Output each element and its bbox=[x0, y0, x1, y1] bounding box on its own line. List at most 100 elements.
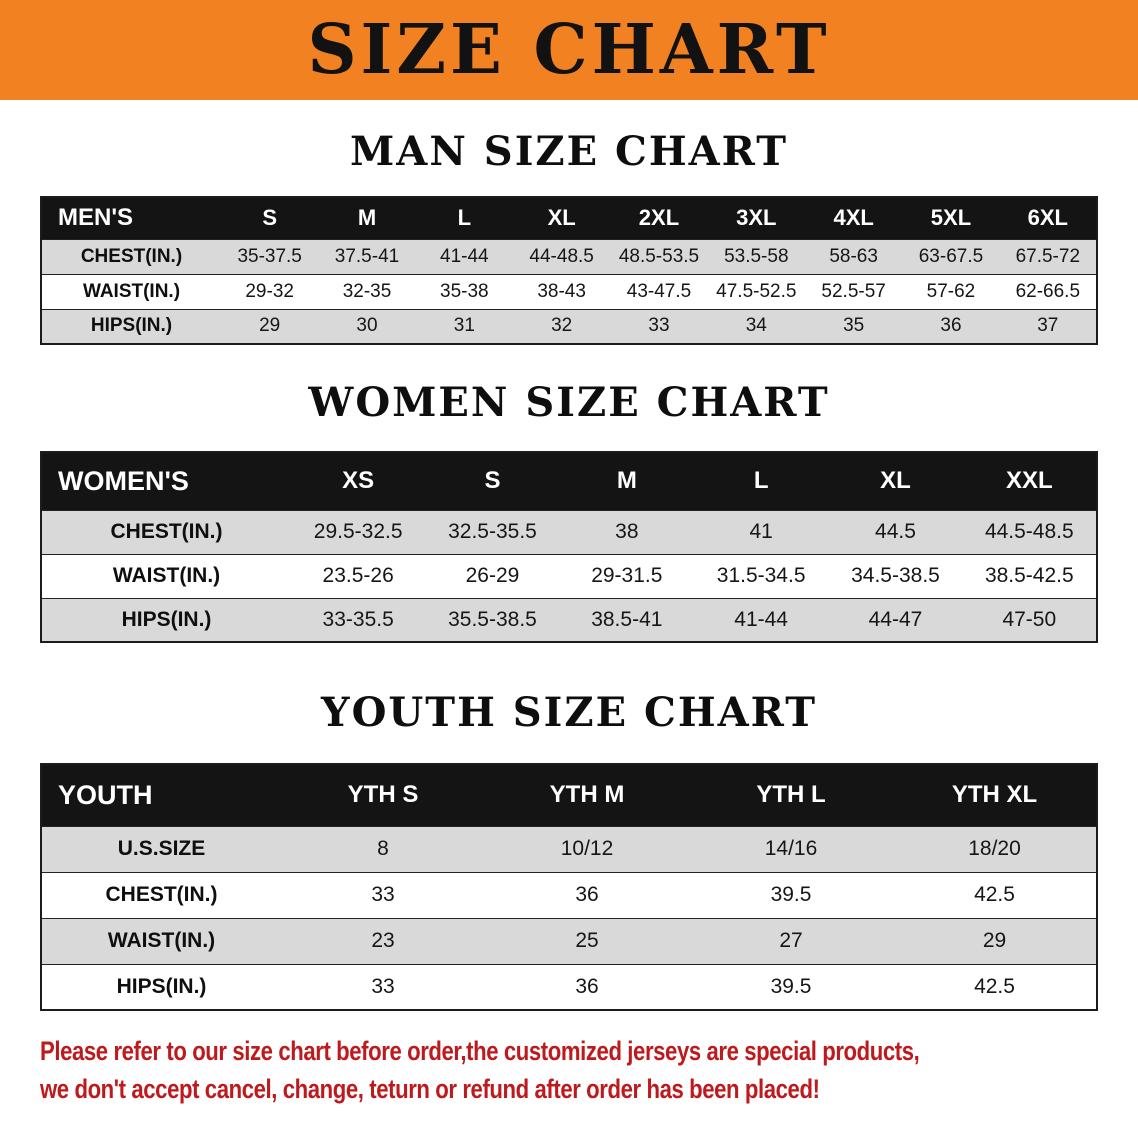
size-value: 35-37.5 bbox=[237, 245, 302, 267]
size-value: 29 bbox=[259, 315, 281, 337]
row-label: U.S.SIZE bbox=[117, 837, 206, 860]
table-row: CHEST(IN.) 33 36 39.5 42.5 bbox=[41, 872, 1097, 918]
men-size-chart-section: MAN SIZE CHART MEN'S S M L XL 2XL 3XL 4XL 5XL 6XL… bbox=[0, 128, 1138, 345]
size-value: 44.5 bbox=[875, 520, 916, 543]
column-header: S bbox=[221, 197, 319, 239]
size-value: 67.5-72 bbox=[1015, 245, 1081, 267]
table-row: WAIST(IN.) 23 25 27 29 bbox=[41, 918, 1097, 964]
size-value: 41-44 bbox=[440, 245, 489, 267]
size-table: YOUTH YTH S YTH M YTH L YTH XL U.S.SIZE 8 10/12… bbox=[40, 763, 1098, 1011]
size-value: 36 bbox=[575, 883, 599, 906]
size-value: 29-31.5 bbox=[591, 564, 663, 587]
size-value: 63-67.5 bbox=[918, 245, 984, 267]
size-value: 38-43 bbox=[537, 280, 586, 302]
column-header: XL bbox=[828, 452, 963, 510]
size-value: 38 bbox=[615, 520, 639, 543]
column-header: 4XL bbox=[804, 197, 903, 239]
size-value: 27 bbox=[779, 929, 803, 952]
size-value: 57-62 bbox=[926, 280, 976, 302]
table-row: U.S.SIZE 8 10/12 14/16 18/20 bbox=[41, 826, 1097, 872]
column-header: XS bbox=[291, 452, 426, 510]
size-value: 32-35 bbox=[342, 280, 392, 302]
size-value: 8 bbox=[377, 837, 389, 860]
column-header: XXL bbox=[962, 452, 1097, 510]
size-value: 18/20 bbox=[968, 837, 1021, 860]
row-label: HIPS(IN.) bbox=[116, 974, 207, 998]
page-title: SIZE CHART bbox=[307, 10, 831, 90]
size-value: 29-32 bbox=[245, 280, 294, 302]
size-value: 39.5 bbox=[770, 974, 812, 998]
size-value: 32.5-35.5 bbox=[448, 520, 537, 543]
table-row: CHEST(IN.) 29.5-32.5 32.5-35.5 38 41 44.5 44.5… bbox=[41, 510, 1097, 554]
men-size-table: MEN'S S M L XL 2XL 3XL 4XL 5XL 6XL CHEST(IN.) 35-37… bbox=[40, 196, 1098, 345]
row-label: CHEST(IN.) bbox=[105, 883, 218, 906]
size-value: 38.5-42.5 bbox=[984, 564, 1074, 587]
column-header: 3XL bbox=[707, 197, 805, 239]
size-value: 41 bbox=[749, 520, 773, 543]
table-row: HIPS(IN.) 33-35.5 35.5-38.5 38.5-41 41-44 44-… bbox=[41, 598, 1097, 642]
size-table: MEN'S S M L XL 2XL 3XL 4XL 5XL 6XL CHEST(IN.) 35-37… bbox=[40, 196, 1098, 345]
size-value: 39.5 bbox=[770, 883, 812, 906]
size-value: 29.5-32.5 bbox=[313, 520, 403, 543]
youth-size-chart-section: YOUTH SIZE CHART YOUTH YTH S YTH M YTH L YTH… bbox=[0, 689, 1138, 1011]
table-row: HIPS(IN.) 29 30 31 32 33 34 35 36 37 bbox=[41, 309, 1097, 344]
table-row: WAIST(IN.) 23.5-26 26-29 29-31.5 31.5-34.5 34… bbox=[41, 554, 1097, 598]
column-header: M bbox=[318, 197, 416, 239]
size-value: 53.5-58 bbox=[724, 245, 789, 267]
size-value: 23.5-26 bbox=[322, 564, 394, 587]
column-header: YTH S bbox=[281, 764, 485, 826]
row-label: HIPS(IN.) bbox=[90, 315, 173, 337]
size-value: 29 bbox=[982, 929, 1007, 952]
row-label: HIPS(IN.) bbox=[121, 607, 212, 631]
size-value: 35.5-38.5 bbox=[448, 607, 537, 631]
size-value: 43-47.5 bbox=[626, 280, 692, 302]
column-header: YTH L bbox=[689, 764, 893, 826]
table-row: CHEST(IN.) 35-37.5 37.5-41 41-44 44-48.5 48.5… bbox=[41, 239, 1097, 274]
size-value: 34 bbox=[745, 315, 767, 337]
size-value: 36 bbox=[940, 315, 962, 337]
women-size-chart-section: WOMEN SIZE CHART WOMEN'S XS S M L XL XXL CHEST(… bbox=[0, 379, 1138, 643]
size-value: 47.5-52.5 bbox=[716, 280, 797, 302]
youth-section-heading: YOUTH SIZE CHART bbox=[321, 689, 817, 736]
size-value: 35 bbox=[843, 315, 865, 337]
size-value: 23 bbox=[371, 929, 395, 952]
disclaimer-line-2: we don't accept cancel, change, teturn o… bbox=[40, 1073, 820, 1104]
table-corner-label: WOMEN'S bbox=[41, 452, 291, 510]
size-value: 33 bbox=[648, 315, 670, 337]
size-value: 42.5 bbox=[974, 883, 1015, 906]
size-value: 36 bbox=[575, 974, 599, 998]
size-value: 52.5-57 bbox=[821, 280, 886, 302]
column-header: 2XL bbox=[610, 197, 708, 239]
table-row: WAIST(IN.) 29-32 32-35 35-38 38-43 43-47.5 47.… bbox=[41, 274, 1097, 309]
size-table: WOMEN'S XS S M L XL XXL CHEST(IN.) 29.5-32.5 32.5… bbox=[40, 451, 1098, 643]
row-label: CHEST(IN.) bbox=[80, 245, 183, 267]
header-row: WOMEN'S XS S M L XL XXL bbox=[41, 452, 1097, 510]
disclaimer-line-1: Please refer to our size chart before or… bbox=[40, 1036, 920, 1066]
youth-size-table: YOUTH YTH S YTH M YTH L YTH XL U.S.SIZE 8 10/12… bbox=[40, 763, 1098, 1011]
size-value: 32 bbox=[551, 315, 573, 337]
size-value: 44-48.5 bbox=[529, 245, 594, 267]
women-size-table: WOMEN'S XS S M L XL XXL CHEST(IN.) 29.5-32.5 32.5… bbox=[40, 451, 1098, 643]
size-value: 31.5-34.5 bbox=[716, 564, 806, 587]
size-value: 31 bbox=[453, 315, 475, 337]
table-corner-label: MEN'S bbox=[41, 197, 221, 239]
disclaimer-text: Please refer to our size chart before or… bbox=[40, 1033, 1138, 1109]
size-value: 44-47 bbox=[868, 607, 923, 631]
header-row: MEN'S S M L XL 2XL 3XL 4XL 5XL 6XL bbox=[41, 197, 1097, 239]
size-value: 41-44 bbox=[734, 607, 788, 631]
size-value: 33 bbox=[371, 974, 395, 998]
column-header: YTH XL bbox=[893, 764, 1097, 826]
size-value: 38.5-41 bbox=[591, 607, 663, 631]
women-section-heading: WOMEN SIZE CHART bbox=[308, 379, 830, 426]
column-header: L bbox=[415, 197, 513, 239]
column-header: M bbox=[559, 452, 694, 510]
row-label: WAIST(IN.) bbox=[107, 929, 216, 952]
size-value: 48.5-53.5 bbox=[618, 245, 700, 267]
column-header: XL bbox=[512, 197, 611, 239]
size-value: 37.5-41 bbox=[334, 245, 400, 267]
size-value: 10/12 bbox=[560, 837, 614, 860]
column-header: 5XL bbox=[902, 197, 1000, 239]
row-label: WAIST(IN.) bbox=[82, 280, 181, 302]
size-value: 42.5 bbox=[974, 974, 1015, 998]
size-value: 34.5-38.5 bbox=[851, 564, 940, 587]
